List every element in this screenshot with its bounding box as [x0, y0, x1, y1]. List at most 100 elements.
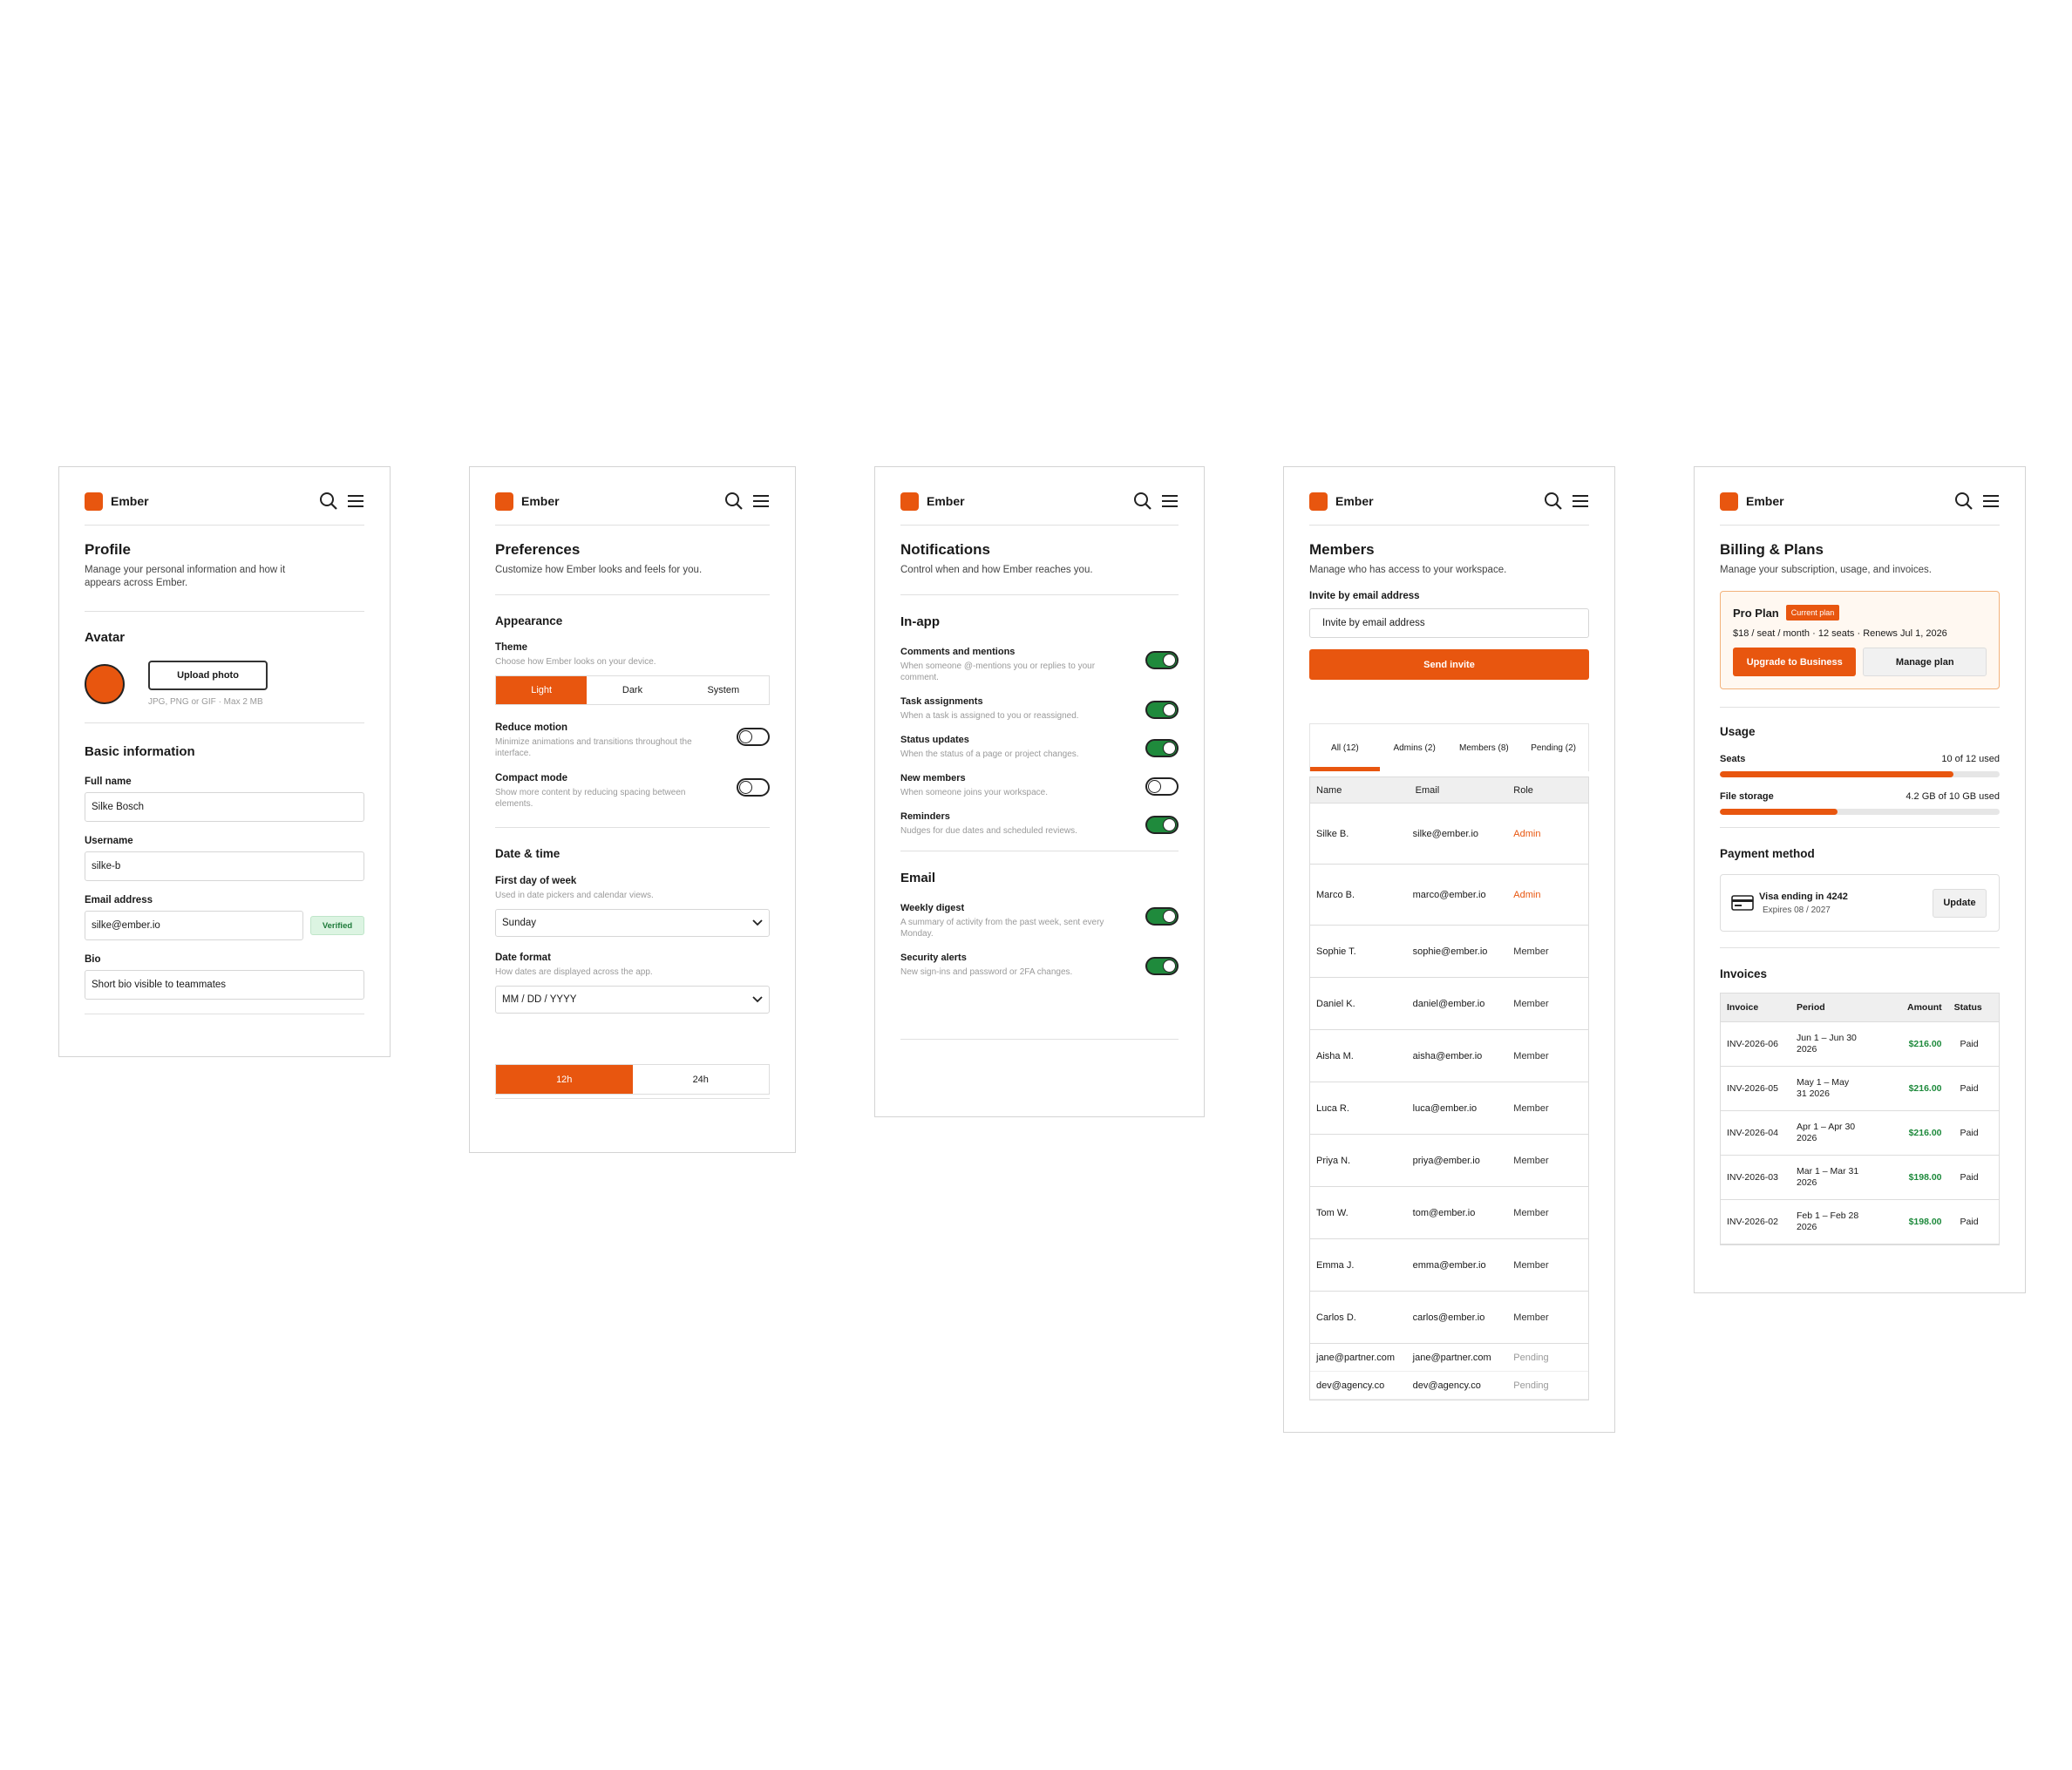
page-description: Customize how Ember looks and feels for …	[495, 565, 703, 575]
menu-icon	[1983, 495, 1999, 507]
column-header: Period	[1797, 1002, 1825, 1013]
menu-button[interactable]	[1982, 493, 2000, 509]
theme-option[interactable]: System	[707, 685, 740, 695]
text-input[interactable]: silke-b	[85, 851, 364, 881]
menu-icon	[753, 495, 769, 507]
member-name: jane@partner.com	[1316, 1352, 1396, 1363]
members-table: Name Email Role Silke B. silke@ember.io Admin…	[1309, 776, 1589, 1400]
notification-row: Security alerts New sign-ins and password…	[900, 953, 1179, 978]
setting-hint: New sign-ins and password or 2FA changes…	[900, 967, 1073, 977]
icon-shape	[1955, 492, 1969, 506]
select-input[interactable]: Sunday	[495, 909, 770, 937]
screen-preferences: Ember Preferences Customize how Ember look…	[469, 466, 796, 1153]
toggle-knob	[1163, 818, 1176, 831]
invoice-row: INV-2026-05 May 1 – May 31 2026 $216.00 Pai…	[1721, 1067, 1999, 1111]
menu-button[interactable]	[1161, 493, 1179, 509]
filter-tab[interactable]: Admins (2)	[1393, 743, 1436, 753]
menu-button[interactable]	[752, 493, 770, 509]
member-row: Aisha M. aisha@ember.io Member	[1310, 1030, 1588, 1082]
section-heading: Usage	[1720, 725, 1756, 738]
member-email: priya@ember.io	[1412, 1155, 1480, 1166]
logo-mark	[85, 492, 103, 511]
toggle-switch[interactable]	[737, 778, 770, 797]
select-input[interactable]: MM / DD / YYYY	[495, 986, 770, 1014]
select-chevron	[752, 919, 763, 926]
icon-shape	[1966, 503, 1973, 510]
toggle-switch[interactable]	[1145, 957, 1179, 975]
invoice-amount: $198.00	[1908, 1171, 1942, 1183]
search-button[interactable]	[724, 492, 744, 511]
app-header: Ember	[1309, 467, 1589, 526]
member-name: Tom W.	[1316, 1207, 1348, 1218]
theme-option[interactable]: Dark	[622, 685, 643, 695]
invoice-status: Paid	[1960, 1082, 1979, 1094]
icon-shape	[320, 492, 334, 506]
form-field: Username silke-b	[85, 836, 364, 881]
menu-icon	[348, 495, 363, 507]
field-hint: Choose how Ember looks on your device.	[495, 657, 656, 667]
toggle-switch[interactable]	[1145, 816, 1179, 834]
logo-mark	[900, 492, 919, 511]
send-invite-button[interactable]: Send invite	[1309, 649, 1589, 680]
theme-option[interactable]: Light	[496, 676, 588, 704]
field-row: Silke Bosch	[85, 792, 364, 822]
upload-button[interactable]: Upload photo	[148, 661, 268, 690]
toggle-switch[interactable]	[1145, 701, 1179, 719]
toggle-switch[interactable]	[737, 728, 770, 746]
plan-title-row: Pro Plan Current plan	[1733, 605, 1987, 621]
search-button[interactable]	[1954, 492, 1973, 511]
field-label: Email address	[85, 895, 153, 905]
invoice-id: INV-2026-05	[1727, 1082, 1778, 1094]
search-button[interactable]	[1133, 492, 1152, 511]
meter-fill	[1720, 771, 1953, 777]
menu-button[interactable]	[347, 493, 364, 509]
filter-tab[interactable]: Members (8)	[1459, 743, 1509, 753]
invoice-period: May 1 – May 31 2026	[1797, 1077, 1850, 1099]
icon-shape	[752, 919, 763, 926]
meter-row: Seats 10 of 12 used	[1720, 754, 2000, 764]
meter-value: 4.2 GB of 10 GB used	[1906, 791, 2000, 802]
member-email: sophie@ember.io	[1412, 946, 1488, 957]
divider	[85, 722, 364, 723]
filter-tab[interactable]: All (12)	[1310, 724, 1380, 771]
member-email: emma@ember.io	[1412, 1259, 1486, 1271]
filter-tab[interactable]: Pending (2)	[1531, 743, 1576, 753]
section-heading: Appearance	[495, 614, 563, 627]
member-row: Sophie T. sophie@ember.io Member	[1310, 926, 1588, 978]
invoice-id: INV-2026-06	[1727, 1038, 1778, 1049]
section-heading: Basic information	[85, 744, 195, 759]
email-input[interactable]: Invite by email address	[1309, 608, 1589, 638]
toggle-switch[interactable]	[1145, 739, 1179, 757]
toggle-switch[interactable]	[1145, 777, 1179, 796]
text-input[interactable]: silke@ember.io	[85, 911, 303, 940]
text-input[interactable]: Short bio visible to teammates	[85, 970, 364, 1000]
search-button[interactable]	[319, 492, 338, 511]
upgrade-button[interactable]: Upgrade to Business	[1733, 648, 1857, 676]
manage-plan-button[interactable]: Manage plan	[1863, 648, 1987, 676]
invoice-id: INV-2026-04	[1727, 1127, 1778, 1138]
icon-shape	[1145, 503, 1151, 510]
setting-hint: A summary of activity from the past week…	[900, 918, 1104, 939]
select-chevron	[752, 996, 763, 1003]
toggle-knob	[1148, 780, 1161, 793]
member-email: jane@partner.com	[1412, 1352, 1491, 1363]
member-role: Member	[1513, 1155, 1549, 1166]
field-row: silke-b	[85, 851, 364, 881]
avatar-actions: Upload photo JPG, PNG or GIF · Max 2 MB	[148, 661, 268, 708]
form-field: Bio Short bio visible to teammates	[85, 954, 364, 1000]
member-row: jane@partner.com jane@partner.com Pending	[1310, 1344, 1588, 1372]
member-name: Sophie T.	[1316, 946, 1356, 957]
toggle-switch[interactable]	[1145, 907, 1179, 926]
update-button[interactable]: Update	[1933, 888, 1987, 918]
menu-button[interactable]	[1572, 493, 1589, 509]
text-input[interactable]: Silke Bosch	[85, 792, 364, 822]
toggle-switch[interactable]	[1145, 651, 1179, 669]
clock-option[interactable]: 12h	[496, 1065, 633, 1094]
toggle-knob	[1163, 910, 1176, 923]
avatar-hint: JPG, PNG or GIF · Max 2 MB	[148, 697, 263, 707]
divider	[900, 594, 1179, 595]
clock-option[interactable]: 24h	[692, 1074, 709, 1085]
search-button[interactable]	[1544, 492, 1563, 511]
member-email: luca@ember.io	[1412, 1102, 1478, 1114]
column-header: Role	[1513, 784, 1533, 796]
